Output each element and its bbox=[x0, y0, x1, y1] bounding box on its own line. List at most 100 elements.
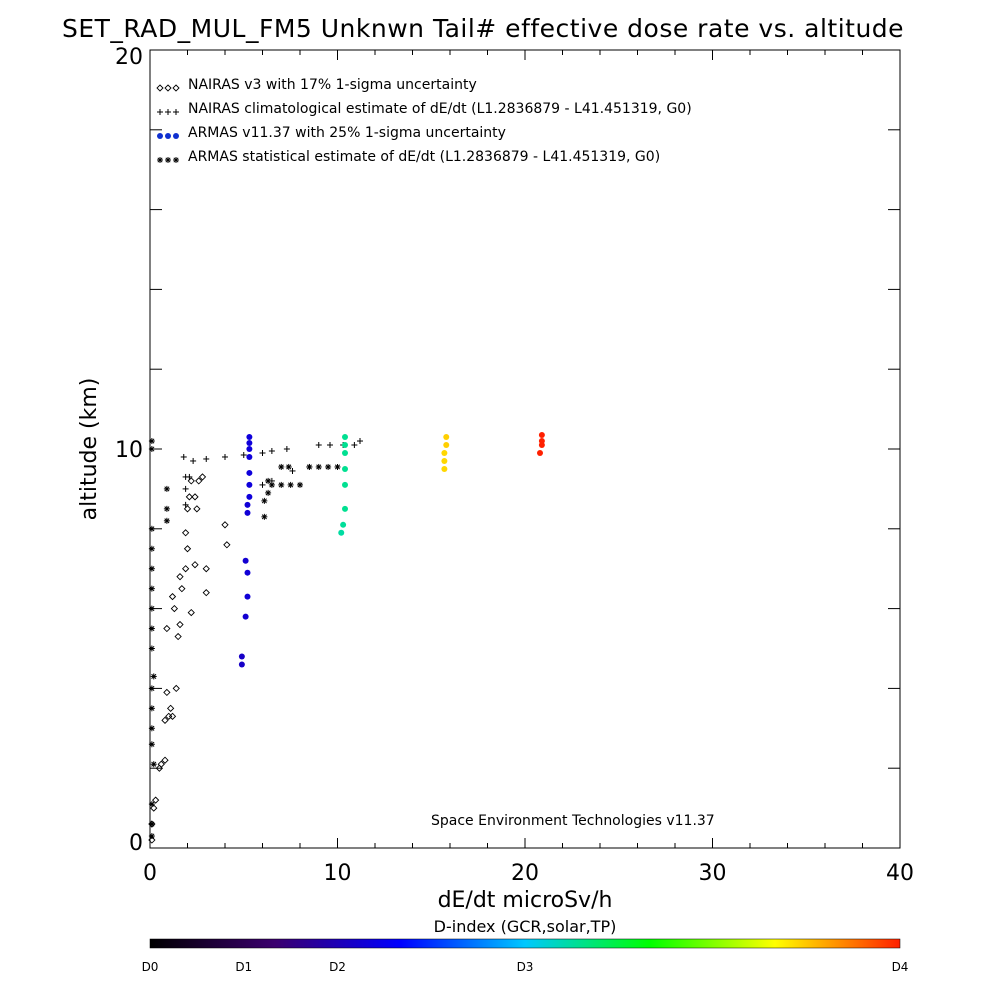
data-point bbox=[338, 529, 345, 536]
data-point bbox=[265, 477, 272, 484]
data-point bbox=[259, 481, 266, 488]
data-point bbox=[182, 501, 189, 508]
data-point bbox=[342, 442, 348, 449]
data-point bbox=[183, 545, 192, 553]
colorbar-label: D-index (GCR,solar,TP) bbox=[434, 917, 617, 936]
data-point bbox=[174, 632, 182, 641]
data-point bbox=[190, 457, 197, 464]
data-point bbox=[198, 473, 207, 481]
data-point bbox=[278, 463, 285, 470]
credit-text: Space Environment Technologies v11.37 bbox=[431, 813, 715, 829]
data-point bbox=[181, 529, 190, 537]
data-point bbox=[342, 465, 348, 472]
data-point bbox=[148, 685, 155, 692]
data-point bbox=[443, 434, 450, 441]
data-point bbox=[148, 525, 155, 532]
x-tick-label: 0 bbox=[143, 861, 157, 886]
data-point bbox=[268, 481, 275, 488]
data-point bbox=[176, 573, 184, 581]
data-point bbox=[285, 463, 292, 470]
data-point bbox=[193, 505, 201, 513]
data-point bbox=[246, 440, 253, 447]
legend-marker bbox=[173, 157, 179, 163]
legend: NAIRAS v3 with 17% 1-sigma uncertainty N… bbox=[156, 77, 692, 165]
data-point bbox=[242, 613, 249, 620]
axis-ticks bbox=[149, 49, 901, 849]
data-point bbox=[150, 673, 157, 680]
data-point bbox=[315, 442, 322, 449]
data-point bbox=[261, 497, 268, 504]
data-point bbox=[244, 509, 251, 516]
data-point bbox=[186, 473, 193, 480]
colorbar-tick-label: D1 bbox=[235, 960, 252, 974]
data-point bbox=[148, 836, 156, 844]
x-axis-label: dE/dt microSv/h bbox=[438, 888, 613, 913]
data-point bbox=[221, 521, 229, 529]
legend-marker bbox=[165, 133, 171, 139]
data-point bbox=[180, 453, 187, 460]
data-point bbox=[163, 624, 171, 633]
data-point bbox=[287, 481, 294, 488]
y-tick-label: 10 bbox=[115, 438, 143, 463]
data-point bbox=[148, 801, 155, 808]
data-point bbox=[538, 432, 545, 439]
data-point bbox=[168, 592, 177, 601]
data-point bbox=[441, 465, 448, 472]
data-point bbox=[246, 434, 253, 441]
data-point bbox=[268, 447, 275, 454]
data-point bbox=[178, 585, 186, 593]
plot-frame bbox=[149, 49, 901, 849]
data-point bbox=[357, 438, 363, 445]
legend-marker bbox=[172, 84, 180, 92]
data-point bbox=[163, 485, 170, 492]
data-point bbox=[202, 589, 210, 597]
data-point bbox=[261, 513, 268, 520]
y-axis-label: altitude (km) bbox=[77, 378, 102, 521]
x-tick-label: 10 bbox=[324, 861, 352, 886]
legend-marker bbox=[173, 109, 179, 115]
legend-marker bbox=[165, 109, 171, 115]
data-point bbox=[289, 467, 296, 474]
data-point bbox=[334, 463, 341, 470]
data-point bbox=[185, 493, 194, 501]
data-point bbox=[246, 446, 253, 452]
data-point bbox=[238, 653, 245, 660]
data-point bbox=[168, 712, 177, 720]
data-point bbox=[157, 760, 165, 768]
data-point bbox=[342, 481, 348, 488]
data-point bbox=[265, 489, 272, 496]
data-point bbox=[306, 463, 313, 470]
data-point bbox=[187, 608, 195, 617]
data-point bbox=[148, 705, 155, 712]
colorbar-tick-label: D3 bbox=[517, 960, 534, 974]
data-point bbox=[340, 521, 347, 528]
data-point bbox=[170, 604, 179, 613]
data-point bbox=[148, 545, 155, 552]
legend-marker bbox=[173, 133, 179, 139]
data-point bbox=[148, 565, 155, 572]
data-point bbox=[342, 505, 348, 512]
colorbar bbox=[149, 938, 901, 949]
data-point bbox=[203, 455, 210, 462]
data-point bbox=[163, 517, 170, 524]
colorbar-tick-label: D2 bbox=[329, 960, 346, 974]
x-tick-label: 30 bbox=[699, 861, 727, 886]
data-point bbox=[242, 557, 249, 564]
data-point bbox=[161, 716, 169, 724]
data-point bbox=[181, 565, 190, 573]
data-point bbox=[538, 438, 545, 445]
data-point bbox=[246, 453, 253, 460]
data-point bbox=[283, 446, 290, 452]
legend-marker bbox=[157, 157, 163, 163]
data-point bbox=[297, 481, 303, 488]
data-point bbox=[148, 645, 155, 652]
legend-entry: ARMAS v11.37 with 25% 1-sigma uncertaint… bbox=[188, 125, 506, 141]
data-point bbox=[327, 442, 333, 449]
data-point bbox=[166, 704, 175, 712]
data-point bbox=[148, 585, 155, 592]
data-point bbox=[202, 565, 210, 573]
data-point bbox=[278, 481, 285, 488]
data-point bbox=[342, 434, 348, 441]
legend-entry: NAIRAS v3 with 17% 1-sigma uncertainty bbox=[188, 77, 477, 93]
